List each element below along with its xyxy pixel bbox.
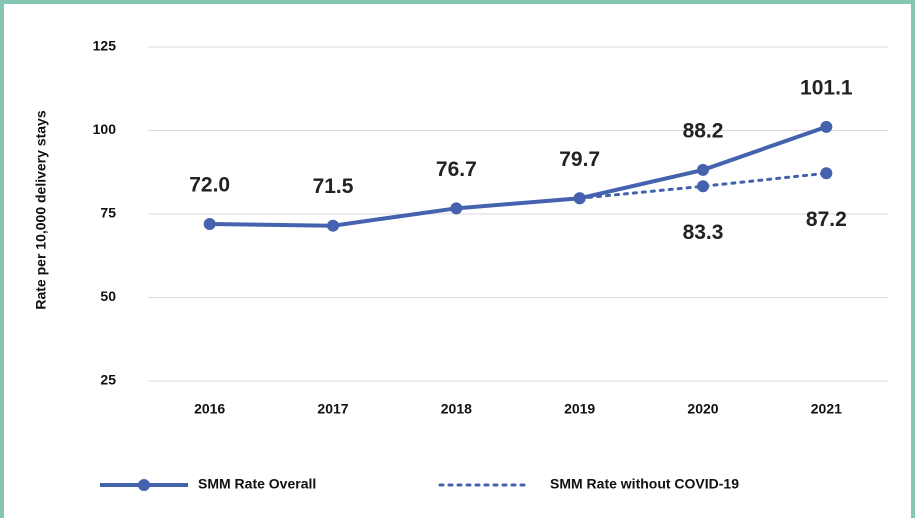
series-line <box>209 124 827 228</box>
data-label: 72.0 <box>189 174 230 197</box>
marker <box>203 218 216 231</box>
data-label: 71.5 <box>313 175 354 198</box>
data-label: 76.7 <box>436 158 477 181</box>
marker <box>450 202 463 215</box>
x-tick-label: 2021 <box>811 401 842 417</box>
x-tick-label: 2020 <box>687 401 718 417</box>
data-label: 101.1 <box>800 76 853 99</box>
legend-marker <box>138 479 150 491</box>
x-tick-label: 2018 <box>441 401 472 417</box>
x-tick-label: 2016 <box>194 401 225 417</box>
data-label: 83.3 <box>683 221 724 244</box>
y-tick-label: 50 <box>100 288 116 304</box>
marker <box>820 167 833 180</box>
marker <box>697 163 709 176</box>
legend-label: SMM Rate Overall <box>198 476 316 492</box>
x-tick-label: 2019 <box>564 401 595 417</box>
data-label: 87.2 <box>806 208 847 231</box>
series-line <box>578 171 828 200</box>
legend-label: SMM Rate without COVID-19 <box>550 476 739 492</box>
marker <box>573 192 586 205</box>
marker <box>327 219 339 232</box>
y-tick-label: 25 <box>100 372 116 388</box>
x-tick-label: 2017 <box>317 401 348 417</box>
y-axis-label: Rate per 10,000 delivery stays <box>33 110 49 309</box>
y-tick-label: 100 <box>93 121 117 137</box>
marker <box>820 120 833 133</box>
marker <box>697 180 709 193</box>
y-tick-label: 125 <box>93 38 117 54</box>
data-label: 88.2 <box>683 119 724 142</box>
data-label: 79.7 <box>559 148 600 171</box>
y-tick-label: 75 <box>100 205 116 221</box>
